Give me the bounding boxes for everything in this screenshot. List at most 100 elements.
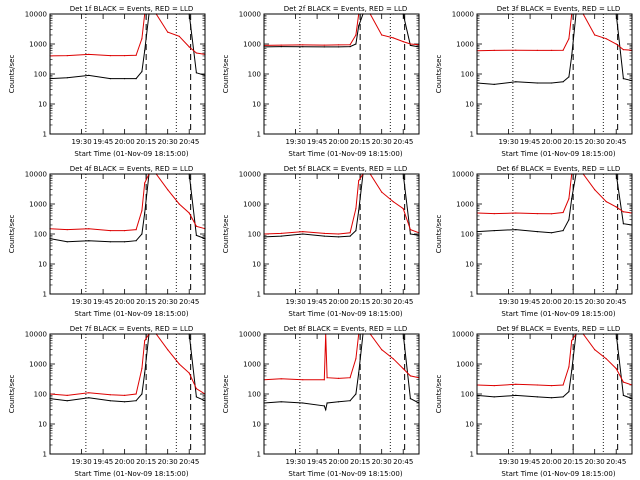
data-point-red [622,49,625,51]
series-line-red [476,13,633,52]
data-point-red [402,41,404,43]
series-line-red [476,173,633,215]
data-point-red [568,38,570,40]
data-point-red [167,349,169,351]
y-tick-label: 100 [461,231,474,239]
data-point-black [622,78,625,80]
y-tick-label: 1000 [29,361,47,369]
x-tick-label: 20:15 [350,298,370,306]
x-tick-label: 20:00 [115,138,135,146]
data-point-black [141,393,143,395]
data-point-red [167,189,169,191]
data-point-black [124,241,126,243]
x-axis-label: Start Time (01-Nov-09 18:15:00) [501,310,615,318]
y-tick-label: 10000 [239,171,261,179]
x-tick-label: 20:00 [115,458,135,466]
y-axis-label: Counts/sec [8,375,16,414]
data-point-black [280,235,282,237]
data-point-red [135,54,137,56]
y-tick-label: 10 [252,261,261,269]
x-tick-label: 20:45 [179,298,199,306]
data-point-black [195,396,197,398]
x-axis-label: Start Time (01-Nov-09 18:15:00) [74,150,188,158]
data-point-red [88,392,90,394]
data-point-black [536,396,538,398]
chart-title: Det 3f BLACK = Events, RED = LLD [497,5,620,13]
data-point-red [562,211,564,214]
x-tick-label: 20:30 [372,298,392,306]
x-tick-label: 20:00 [542,458,562,466]
y-tick-label: 1 [43,131,47,139]
y-tick-label: 10 [465,101,474,109]
y-tick-label: 100 [248,71,261,79]
data-point-red [124,394,126,396]
data-point-red [195,225,197,227]
x-tick-label: 19:30 [71,138,91,146]
chart-panel-4: Det 4f BLACK = Events, RED = LLD Counts/s… [8,165,206,318]
data-point-red [409,229,411,231]
data-point-black [568,76,570,78]
data-point-black [536,82,538,84]
data-point-red [302,231,304,233]
data-point-black [349,235,351,237]
data-point-black [562,230,564,232]
data-point-red [605,358,607,360]
data-point-red [562,49,564,51]
data-point-red [605,38,607,40]
y-tick-label: 1000 [243,41,261,49]
y-tick-label: 10 [252,101,261,109]
x-tick-label: 20:30 [585,138,605,146]
data-point-red [355,208,357,210]
data-point-red [594,34,596,36]
data-point-red [515,383,517,385]
data-point-black [349,46,351,48]
y-tick-label: 10000 [25,171,47,179]
chart-panel-2: Det 2f BLACK = Events, RED = LLD Counts/s… [222,5,420,158]
data-point-black [493,83,495,85]
data-point-black [622,223,625,225]
x-tick-label: 19:45 [520,138,540,146]
data-point-red [66,394,68,396]
y-tick-label: 1 [257,291,261,299]
data-point-red [109,394,111,396]
chart-panel-3: Det 3f BLACK = Events, RED = LLD Counts/s… [435,5,633,158]
y-axis-label: Counts/sec [435,375,443,414]
data-point-black [141,233,143,235]
data-point-red [568,198,570,200]
data-point-red [349,44,351,46]
y-tick-label: 100 [34,231,47,239]
data-point-black [66,241,68,243]
x-tick-label: 20:15 [350,458,370,466]
x-tick-label: 20:45 [393,458,413,466]
data-point-black [349,400,351,402]
y-axis-label: Counts/sec [222,215,230,254]
y-tick-label: 10000 [452,171,474,179]
data-point-red [326,377,328,379]
data-point-red [338,44,340,46]
data-point-red [280,232,282,234]
data-point-red [515,49,517,51]
x-tick-label: 20:15 [136,298,156,306]
data-point-black [622,394,625,396]
y-tick-label: 1000 [243,201,261,209]
data-point-black [515,229,517,231]
data-point-red [302,44,304,46]
data-point-black [144,212,146,214]
y-tick-label: 1 [470,131,474,139]
data-point-red [615,368,617,370]
x-tick-label: 20:30 [585,458,605,466]
chart-panel-8: Det 8f BLACK = Events, RED = LLD Counts/s… [222,325,420,478]
x-tick-label: 20:15 [136,458,156,466]
y-tick-label: 1 [43,291,47,299]
data-point-red [188,372,190,374]
series-line-red [263,13,420,46]
data-point-black [135,400,137,402]
chart-panel-7: Det 7f BLACK = Events, RED = LLD Counts/s… [8,325,206,478]
x-tick-label: 19:45 [93,298,113,306]
plot-frame [476,173,633,295]
data-point-black [109,400,111,402]
series-line-red [263,333,420,381]
data-point-black [124,78,126,80]
x-tick-label: 19:45 [520,298,540,306]
plot-frame [263,13,420,135]
